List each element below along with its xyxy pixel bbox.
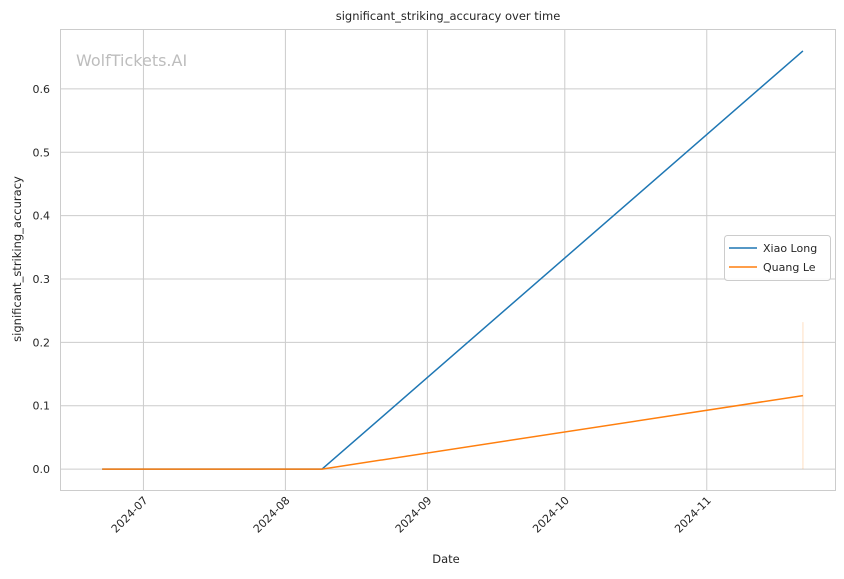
grid — [61, 30, 835, 490]
y-tick-label: 0.5 — [33, 146, 51, 159]
series-line-quang-le — [102, 394, 804, 470]
legend: Xiao Long Quang Le — [724, 235, 831, 281]
y-tick-label: 0.2 — [33, 336, 51, 349]
x-tick-label: 2024-10 — [530, 494, 572, 536]
legend-label-xiao-long: Xiao Long — [763, 242, 817, 255]
x-axis-label: Date — [432, 552, 460, 566]
y-tick-label: 0.6 — [33, 83, 51, 96]
x-tick-label: 2024-11 — [672, 494, 714, 536]
plot-frame — [60, 29, 836, 491]
chart-title: significant_striking_accuracy over time — [336, 9, 561, 23]
y-tick-label: 0.4 — [33, 210, 51, 223]
watermark: WolfTickets.AI — [76, 51, 187, 70]
x-tick-label: 2024-08 — [251, 494, 293, 536]
y-tick-label: 0.1 — [33, 400, 51, 413]
y-axis-label: significant_striking_accuracy — [10, 176, 24, 342]
legend-box — [724, 235, 831, 281]
x-tick-label: 2024-07 — [109, 494, 151, 536]
x-axis: 2024-07 2024-08 2024-09 2024-10 2024-11 — [109, 494, 714, 536]
legend-label-quang-le: Quang Le — [763, 261, 816, 274]
x-tick-label: 2024-09 — [393, 494, 435, 536]
series-line-xiao-long — [102, 50, 804, 470]
y-axis: 0.0 0.1 0.2 0.3 0.4 0.5 0.6 — [33, 83, 51, 476]
series-lines — [102, 50, 804, 470]
y-tick-label: 0.3 — [33, 273, 51, 286]
y-tick-label: 0.0 — [33, 463, 51, 476]
